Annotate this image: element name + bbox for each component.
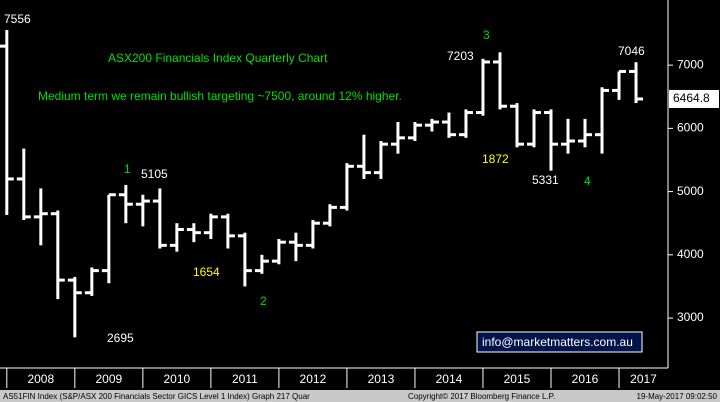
x-tick-label: 2011 <box>232 372 258 386</box>
annotation: 1654 <box>193 265 220 279</box>
annotation: 2695 <box>107 331 134 345</box>
annotation: 7203 <box>447 49 474 63</box>
annotation: 1872 <box>482 152 509 166</box>
last-price-box <box>669 89 719 108</box>
x-tick-label: 2012 <box>300 372 327 386</box>
footer-bar <box>0 390 720 402</box>
x-tick-label: 2008 <box>27 372 54 386</box>
subtitle: Medium term we remain bullish targeting … <box>38 89 402 103</box>
x-tick-label: 2016 <box>572 372 599 386</box>
email-box <box>476 331 643 353</box>
annotation: 5105 <box>141 167 168 181</box>
y-tick-label: 6000 <box>677 121 704 135</box>
annotation: 7046 <box>618 44 645 58</box>
annotation: 7556 <box>4 12 31 26</box>
y-tick-label: 4000 <box>677 247 704 261</box>
annotation: 1 <box>124 162 131 176</box>
y-tick-label: 5000 <box>677 184 704 198</box>
x-tick-label: 2010 <box>164 372 191 386</box>
last-price: 6464.8 <box>673 91 710 105</box>
chart-title: ASX200 Financials Index Quarterly Chart <box>108 51 328 65</box>
y-tick-label: 7000 <box>677 57 704 71</box>
x-tick-label: 2015 <box>504 372 531 386</box>
footer-left: AS51FIN Index (S&P/ASX 200 Financials Se… <box>3 392 310 401</box>
annotation: 5331 <box>532 173 559 187</box>
footer-right: 19-May-2017 09:02:50 <box>637 392 718 401</box>
email: info@marketmatters.com.au <box>482 335 633 349</box>
x-tick-label: 2013 <box>368 372 395 386</box>
y-tick-label: 3000 <box>677 310 704 324</box>
x-tick-label: 2017 <box>630 372 657 386</box>
annotation: 3 <box>483 28 490 42</box>
footer-mid: Copyright© 2017 Bloomberg Finance L.P. <box>408 392 555 401</box>
annotation: 2 <box>260 294 267 308</box>
annotation: 4 <box>584 174 591 188</box>
x-tick-label: 2014 <box>436 372 463 386</box>
x-tick-label: 2009 <box>95 372 122 386</box>
